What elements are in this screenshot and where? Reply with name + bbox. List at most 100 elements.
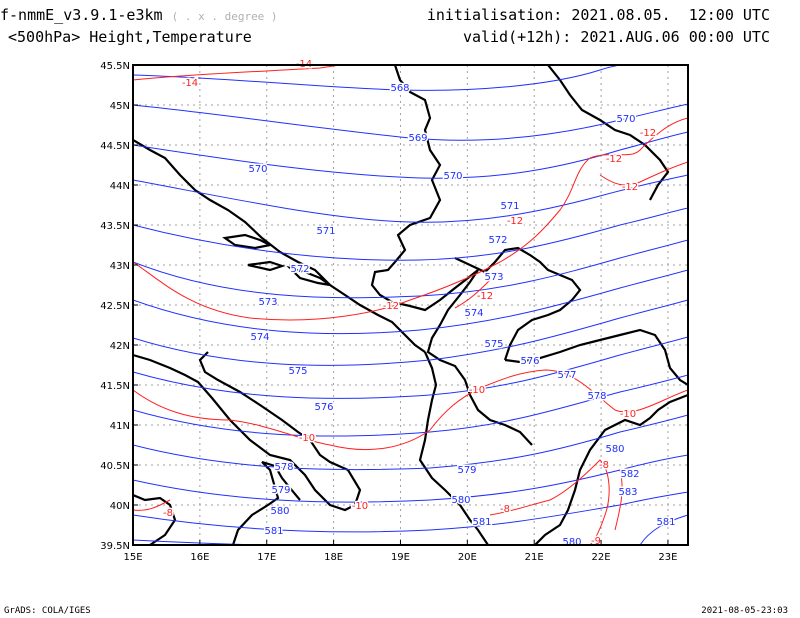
lat-tick-label: 44N: [110, 181, 130, 192]
valid-label: valid(+12h):: [462, 28, 572, 46]
height-contour: [133, 299, 688, 366]
height-contour: [133, 207, 688, 261]
temp-contour: [133, 65, 341, 81]
temperature-contour-label: -8: [163, 508, 173, 519]
lon-tick-label: 22E: [592, 552, 611, 563]
greece-east-coast: [534, 393, 688, 545]
croatian-islands-2: [247, 260, 286, 272]
footer-credit: GrADS: COLA/IGES: [4, 606, 91, 616]
temperature-contour-label: -8: [500, 504, 510, 515]
temp-contour: [454, 279, 491, 309]
lon-tick-label: 15E: [123, 552, 142, 563]
border-montenegro: [370, 261, 479, 312]
lon-tick-label: 18E: [324, 552, 343, 563]
height-contour-label: 578: [274, 462, 293, 473]
adriatic-coastline-north: [133, 139, 426, 353]
height-contour-label: 578: [587, 391, 606, 402]
height-contour-label: 570: [616, 114, 635, 125]
height-contour: [133, 336, 688, 399]
lon-tick-label: 23E: [658, 552, 677, 563]
height-contour: [133, 539, 430, 545]
border-serbia-romania: [547, 65, 670, 201]
model-title: f-nmmE_v3.9.1-e3km ( . x . degree ): [0, 7, 278, 25]
longitude-ticks: 15E 16E 17E 18E 19E 20E 21E 22E 23E: [123, 540, 677, 563]
height-contour-label: 583: [618, 487, 637, 498]
height-contour-label: 568: [390, 83, 409, 94]
height-contour-label: 570: [443, 171, 462, 182]
croatian-islands-3: [286, 265, 331, 287]
lat-tick-label: 45.5N: [100, 61, 130, 72]
latitude-ticks: 39.5N 40N 40.5N 41N 41.5N 42N 42.5N 43N 43.5N 44N…: [100, 61, 138, 552]
height-contour-label: 577: [557, 370, 576, 381]
height-contour: [133, 414, 688, 471]
lon-tick-label: 21E: [525, 552, 544, 563]
footer-timestamp: 2021-08-05-23:03: [701, 606, 788, 616]
lat-tick-label: 40N: [110, 501, 130, 512]
lon-tick-label: 17E: [257, 552, 276, 563]
temperature-contour-label: -12: [507, 216, 523, 227]
temperature-contour-labels: -14-14-12-12-12-12-12-12-10-10-10-10-8 -8…: [162, 58, 658, 549]
temp-contour: [599, 161, 688, 186]
height-contour-label: 573: [484, 272, 503, 283]
temperature-contour-label: -10: [299, 433, 315, 444]
temperature-contour-label: -14: [182, 78, 198, 89]
height-contour-label: 574: [250, 332, 269, 343]
temperature-contour-label: -12: [606, 154, 622, 165]
temperature-contour-label: -12: [640, 128, 656, 139]
height-contour-labels: 568 569 570 570 570 571 571 572 572 573 573 574 574 5…: [247, 82, 677, 550]
height-contour-label: 580: [270, 506, 289, 517]
italy-coastline: [133, 351, 362, 512]
height-contour-label: 569: [408, 133, 427, 144]
height-contour-label: 580: [562, 537, 581, 548]
height-contour-label: 571: [500, 201, 519, 212]
height-contour: [133, 103, 688, 141]
italy-heel: [133, 493, 177, 545]
lat-tick-label: 42N: [110, 341, 130, 352]
temp-contour: [614, 469, 623, 531]
lat-tick-label: 39.5N: [100, 541, 130, 552]
lat-tick-label: 45N: [110, 101, 130, 112]
height-contour-label: 574: [464, 308, 483, 319]
lat-tick-label: 44.5N: [100, 141, 130, 152]
height-contour-label: 580: [451, 495, 470, 506]
lon-tick-label: 20E: [458, 552, 477, 563]
lat-tick-label: 40.5N: [100, 461, 130, 472]
temperature-contour-label: -12: [477, 291, 493, 302]
init-label: initialisation:: [426, 6, 563, 24]
lon-tick-label: 19E: [391, 552, 410, 563]
height-contour: [639, 514, 688, 545]
height-contour: [133, 239, 688, 299]
border-bosnia-serbia: [393, 65, 442, 263]
height-contour-label: 570: [248, 164, 267, 175]
italy-toe: [231, 460, 301, 545]
temperature-contour-label: -12: [383, 301, 399, 312]
border-kosovo: [454, 246, 582, 361]
temperature-contour-label: -10: [620, 409, 636, 420]
greece-albania-coast: [418, 351, 489, 545]
height-contour-label: 575: [484, 339, 503, 350]
lon-tick-label: 16E: [190, 552, 209, 563]
height-contour-label: 582: [620, 469, 639, 480]
model-name: f-nmmE_v3.9.1-e3km: [0, 6, 163, 24]
height-contour: [133, 454, 688, 503]
height-contour: [133, 65, 688, 91]
temperature-contours: [133, 65, 688, 545]
height-contour-label: 579: [271, 485, 290, 496]
height-contour-label: 575: [288, 366, 307, 377]
height-contour-label: 571: [316, 226, 335, 237]
height-contour: [133, 174, 688, 223]
valid-line: valid(+12h): 2021.AUG.06 00:00 UTC: [463, 29, 770, 45]
height-contour: [133, 374, 688, 437]
lat-tick-label: 42.5N: [100, 301, 130, 312]
temperature-contour-label: -10: [469, 385, 485, 396]
temperature-contour-label: -8: [599, 460, 609, 471]
height-contours: [133, 65, 688, 545]
temp-contour: [133, 117, 688, 321]
initialisation-line: initialisation: 2021.08.05. 12:00 UTC: [427, 7, 770, 23]
init-value: 2021.08.05. 12:00 UTC: [571, 6, 770, 24]
height-contour-label: 581: [656, 517, 675, 528]
height-contour: [133, 491, 688, 533]
temperature-contour-label: -10: [352, 501, 368, 512]
height-contour-label: 572: [290, 264, 309, 275]
lat-tick-label: 41.5N: [100, 381, 130, 392]
